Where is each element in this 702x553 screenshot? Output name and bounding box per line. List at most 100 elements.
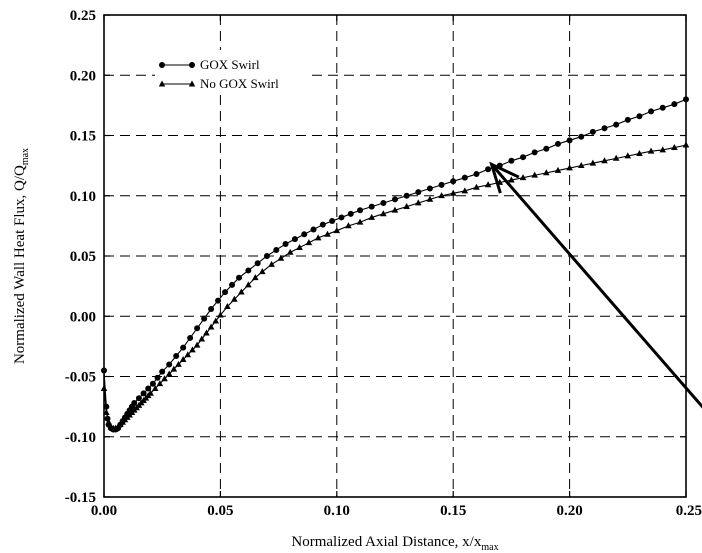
x-tick-label: 0.20 (556, 503, 582, 519)
data-point (380, 210, 387, 217)
arrow-head (489, 161, 520, 194)
data-point (508, 157, 515, 164)
data-point (224, 303, 231, 310)
legend-marker-no-gox-swirl-b (188, 80, 196, 87)
data-point (305, 239, 313, 246)
data-point (154, 374, 161, 381)
data-point (648, 108, 655, 115)
data-point (184, 351, 192, 358)
data-point (131, 400, 138, 407)
data-point (259, 268, 266, 275)
data-point (105, 418, 112, 425)
data-point (193, 341, 201, 348)
data-point (229, 281, 236, 288)
data-point (147, 389, 154, 396)
y-tick-label: -0.05 (65, 370, 96, 386)
data-point (282, 240, 289, 247)
data-point (161, 375, 168, 382)
data-point (392, 196, 398, 203)
data-point (231, 295, 238, 302)
legend-marker-no-gox-swirl-a (158, 80, 166, 87)
y-tick-label: 0.20 (70, 68, 96, 84)
data-point (194, 325, 201, 332)
data-point (245, 267, 252, 274)
data-point (175, 360, 182, 367)
y-tick-label: -0.10 (65, 430, 96, 446)
data-point (531, 149, 538, 156)
x-axis-title: Normalized Axial Distance, x/xmax (291, 534, 498, 553)
data-point (520, 154, 527, 161)
y-tick-label: 0.05 (70, 249, 96, 265)
series-layer (100, 96, 690, 433)
data-point (438, 181, 445, 188)
x-tick-label: 0.00 (91, 503, 117, 519)
legend-marker-gox-swirl-a (159, 62, 165, 68)
data-point (403, 192, 410, 199)
data-point (208, 306, 215, 313)
data-point (368, 213, 376, 220)
data-point (612, 154, 620, 161)
data-point (145, 385, 152, 392)
data-point (215, 297, 222, 304)
data-point (301, 231, 308, 238)
data-point (543, 169, 550, 176)
data-point (368, 203, 375, 210)
data-point (238, 288, 245, 295)
x-tick-label: 0.25 (676, 503, 702, 519)
y-tick-label: 0.25 (70, 8, 96, 24)
data-point (543, 145, 550, 152)
data-point (426, 195, 434, 202)
data-point (179, 356, 187, 363)
y-tick-label: 0.10 (70, 189, 96, 205)
data-point (180, 344, 187, 351)
y-tick-label: 0.15 (70, 129, 96, 145)
data-point (333, 227, 341, 234)
data-point (647, 147, 655, 154)
data-point (329, 218, 336, 225)
y-axis-title: Normalized Wall Heat Flux, Q/Qmax (12, 148, 31, 364)
series-line (103, 98, 687, 431)
data-point (103, 403, 110, 410)
series-no-gox-swirl (100, 141, 690, 431)
data-point (391, 206, 399, 213)
data-point (682, 141, 690, 148)
data-point (380, 199, 387, 206)
data-point (671, 143, 678, 150)
data-point (268, 260, 275, 267)
data-point (203, 329, 210, 336)
x-tick-label: 0.05 (207, 503, 233, 519)
data-point (461, 187, 469, 194)
data-point (135, 395, 142, 402)
legend-box (155, 50, 310, 92)
data-point (252, 274, 259, 281)
data-point (578, 133, 585, 140)
y-tick-label: 0.00 (70, 309, 96, 325)
data-point (201, 315, 208, 322)
data-point (103, 409, 110, 416)
data-point (461, 174, 468, 181)
legend: GOX Swirl No GOX Swirl (155, 50, 310, 92)
data-point (277, 254, 285, 261)
data-point (212, 317, 220, 324)
data-point (151, 384, 159, 391)
data-point (659, 146, 667, 153)
y-tick-labels: -0.15 -0.10 -0.05 0.00 0.05 0.10 0.15 0.20 0.25 (65, 8, 686, 506)
data-point (613, 121, 620, 128)
data-point (291, 236, 298, 243)
data-point (415, 189, 422, 196)
data-point (263, 253, 270, 259)
legend-marker-gox-swirl-b (189, 62, 195, 68)
data-point (286, 248, 294, 255)
data-point (589, 159, 597, 166)
data-point (636, 113, 643, 120)
x-tick-label: 0.15 (440, 503, 466, 519)
legend-label-gox-swirl: GOX Swirl (200, 57, 260, 72)
data-point (222, 289, 229, 296)
data-point (187, 334, 194, 341)
data-point (345, 222, 352, 229)
data-point (601, 125, 608, 132)
data-point (624, 116, 631, 123)
data-point (165, 370, 173, 377)
